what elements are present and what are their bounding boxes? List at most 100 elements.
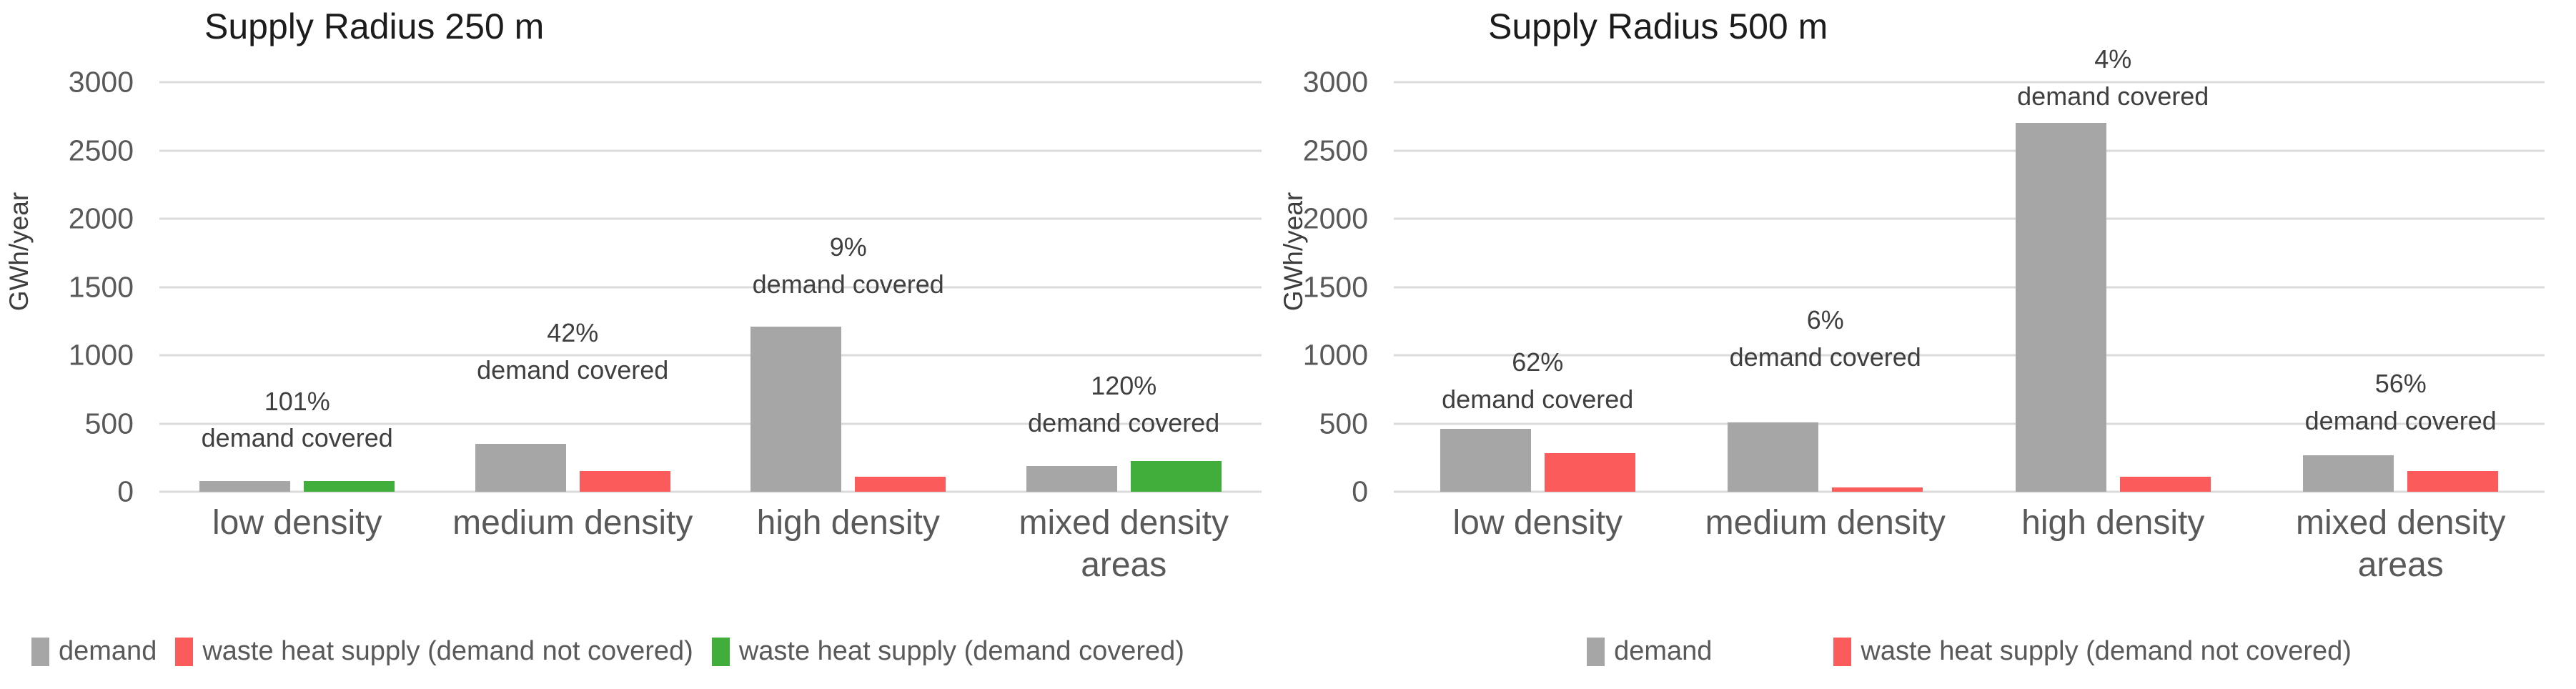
y-tick-label: 2500 [1302,134,1368,167]
x-category-label: low density [1452,504,1623,542]
y-tick-label: 1500 [68,270,134,303]
bar-group [1682,422,1970,492]
annotation-label: demand covered [1442,385,1634,415]
bar-demand [1026,465,1117,492]
legend: demand waste heat supply (demand not cove… [1394,636,2545,667]
x-labels: low density medium density high density mix… [1394,502,2545,586]
chart-title: Supply Radius 250 m [204,6,545,46]
x-category-label: mixed density areas [2296,504,2506,584]
chart-panel-supply-radius-500m: Supply Radius 500 m GWh/year 0 500 1000 150… [1279,0,2576,689]
annotation-label: demand covered [477,355,669,385]
bar-group [159,480,435,492]
gridline [1394,149,2545,152]
annotation-demand-covered: 42% demand covered [435,314,711,389]
y-tick-label: 0 [117,475,134,508]
annotation-percent: 42% [547,318,599,348]
bar-demand [1728,422,1819,492]
gridline [159,354,1262,357]
y-axis-title: GWh/year [4,192,34,312]
legend-item-not_covered: waste heat supply (demand not covered) [1833,636,2352,667]
legend-label: demand [1614,636,1713,666]
annotation-label: demand covered [752,269,944,299]
bar-group [435,444,711,492]
gridline [1394,490,2545,493]
x-category-label: high density [2021,504,2205,542]
annotation-percent: 9% [829,232,867,262]
bar-waste-heat-supply-not-covered [855,477,946,492]
gridline [159,81,1262,84]
bar-group [2257,455,2545,492]
bar-waste-heat-supply-not-covered [1544,452,1635,492]
bar-waste-heat-supply-not-covered [2119,477,2211,492]
annotation-percent: 62% [1512,347,1564,377]
y-tick-label: 0 [1352,475,1368,508]
annotation-demand-covered: 56% demand covered [2257,365,2545,440]
legend: demand waste heat supply (demand not cove… [31,636,1184,667]
gridline [159,217,1262,220]
annotation-percent: 120% [1091,370,1157,400]
annotation-label: demand covered [2304,405,2497,435]
gridline [159,286,1262,288]
annotation-percent: 6% [1806,305,1844,334]
bar-waste-heat-supply-not-covered [1832,487,1923,492]
x-category-label: high density [756,504,940,542]
legend-swatch-covered [711,637,730,666]
legend-swatch-not_covered [175,637,194,666]
legend-item-demand: demand [1587,636,1712,667]
x-category-label: mixed density areas [1019,504,1229,584]
bar-group [1969,123,2257,492]
y-tick-label: 3000 [1302,65,1368,99]
y-tick-label: 1500 [1302,270,1368,303]
gridline [1394,81,2545,84]
bar-group [710,326,986,492]
chart-title: Supply Radius 500 m [1488,6,1828,46]
x-category-label: low density [212,504,382,542]
legend-swatch-demand [31,637,49,666]
bar-demand [2303,455,2394,492]
y-tick-label: 3000 [68,65,134,99]
annotation-percent: 4% [2094,44,2132,74]
bar-group [986,461,1262,492]
legend-item-demand: demand [31,636,157,667]
y-axis-title: GWh/year [1279,192,1308,312]
legend-item-covered: waste heat supply (demand covered) [711,636,1184,667]
gridline [159,422,1262,425]
chart-panel-supply-radius-250m: Supply Radius 250 m GWh/year 0 500 1000 150… [0,0,1287,689]
legend-label: waste heat supply (demand not covered) [202,636,693,666]
legend-label: demand [59,636,157,666]
annotation-demand-covered: 4% demand covered [1969,41,2257,115]
y-tick-label: 1000 [1302,338,1368,372]
gridline [1394,217,2545,220]
gridline [1394,354,2545,357]
gridline [159,149,1262,152]
annotation-label: demand covered [1729,342,1921,372]
bar-demand [475,444,566,492]
annotation-percent: 101% [264,386,330,416]
y-tick-label: 2000 [68,202,134,235]
annotation-demand-covered: 120% demand covered [986,367,1262,442]
bar-waste-heat-supply-covered [304,480,395,492]
legend-swatch-demand [1587,637,1605,666]
bar-demand [199,480,291,492]
legend-label: waste heat supply (demand covered) [738,636,1184,666]
bar-demand [1440,429,1531,492]
annotation-demand-covered: 62% demand covered [1394,344,1682,418]
y-tick-label: 500 [84,407,134,440]
x-category-label: medium density [452,504,693,542]
y-tick-label: 500 [1319,407,1368,440]
gridline [1394,422,2545,425]
x-labels: low density medium density high density mix… [159,502,1262,586]
annotation-demand-covered: 6% demand covered [1682,302,1970,376]
annotation-demand-covered: 9% demand covered [710,229,986,303]
y-tick-label: 1000 [68,338,134,372]
bar-demand [750,326,842,492]
bar-waste-heat-supply-covered [1130,461,1222,492]
plot-area: 0 500 1000 1500 2000 2500 3000 62% demand covere… [1303,44,2545,508]
annotation-label: demand covered [1028,407,1220,437]
bar-waste-heat-supply-not-covered [579,471,670,492]
gridline [1394,286,2545,288]
annotation-label: demand covered [2017,81,2209,111]
bar-demand [2015,123,2106,492]
x-category-label: medium density [1705,504,1946,542]
